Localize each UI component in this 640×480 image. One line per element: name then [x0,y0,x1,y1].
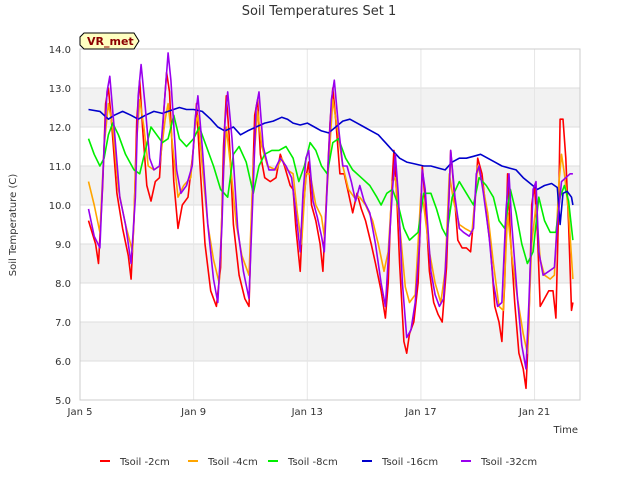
chart-title: Soil Temperatures Set 1 [242,4,397,19]
x-tick-label: Jan 5 [67,407,93,418]
y-tick-label: 5.0 [55,396,71,407]
plot-frame [79,48,581,401]
x-axis: Jan 5 Jan 9 Jan 13 Jan 17 Jan 21 [67,407,551,418]
y-tick-label: 12.0 [49,123,71,134]
y-axis-label: Soil Temperature (C) [8,174,19,277]
series-line-tsoil-32cm [87,52,573,370]
legend-label: Tsoil -32cm [480,457,537,468]
y-tick-label: 9.0 [55,240,71,251]
x-tick-label: Jan 13 [291,407,323,418]
legend-label: Tsoil -8cm [287,457,338,468]
plot-band [80,361,580,400]
x-tick-label: Jan 9 [180,407,206,418]
y-tick-label: 8.0 [55,279,71,290]
y-axis: 5.0 6.0 7.0 8.0 9.0 10.0 11.0 12.0 13.0 14.0 [49,45,71,407]
legend-label: Tsoil -16cm [381,457,438,468]
legend-label: Tsoil -4cm [207,457,258,468]
plot-band [80,49,580,88]
y-tick-label: 7.0 [55,318,71,329]
series-lines [87,52,574,390]
vr-met-badge: VR_met [79,32,140,50]
legend-label: Tsoil -2cm [119,457,170,468]
y-tick-label: 6.0 [55,357,71,368]
plot-band [80,322,580,361]
badge-label: VR_met [87,35,134,48]
y-tick-label: 14.0 [49,45,71,56]
x-tick-label: Jan 21 [518,407,550,418]
series-line-tsoil-4cm [87,98,574,354]
y-tick-label: 13.0 [49,84,71,95]
legend: Tsoil -2cm Tsoil -4cm Tsoil -8cm Tsoil -16c… [100,457,537,468]
badge-shape [79,32,140,50]
x-tick-label: Jan 17 [404,407,436,418]
plot-band [80,244,580,283]
y-tick-label: 10.0 [49,201,71,212]
y-tick-label: 11.0 [49,162,71,173]
plot-band [80,166,580,205]
x-axis-label: Time [553,425,578,436]
series-line-tsoil-16cm [88,106,574,226]
series-line-tsoil-8cm [87,114,574,265]
